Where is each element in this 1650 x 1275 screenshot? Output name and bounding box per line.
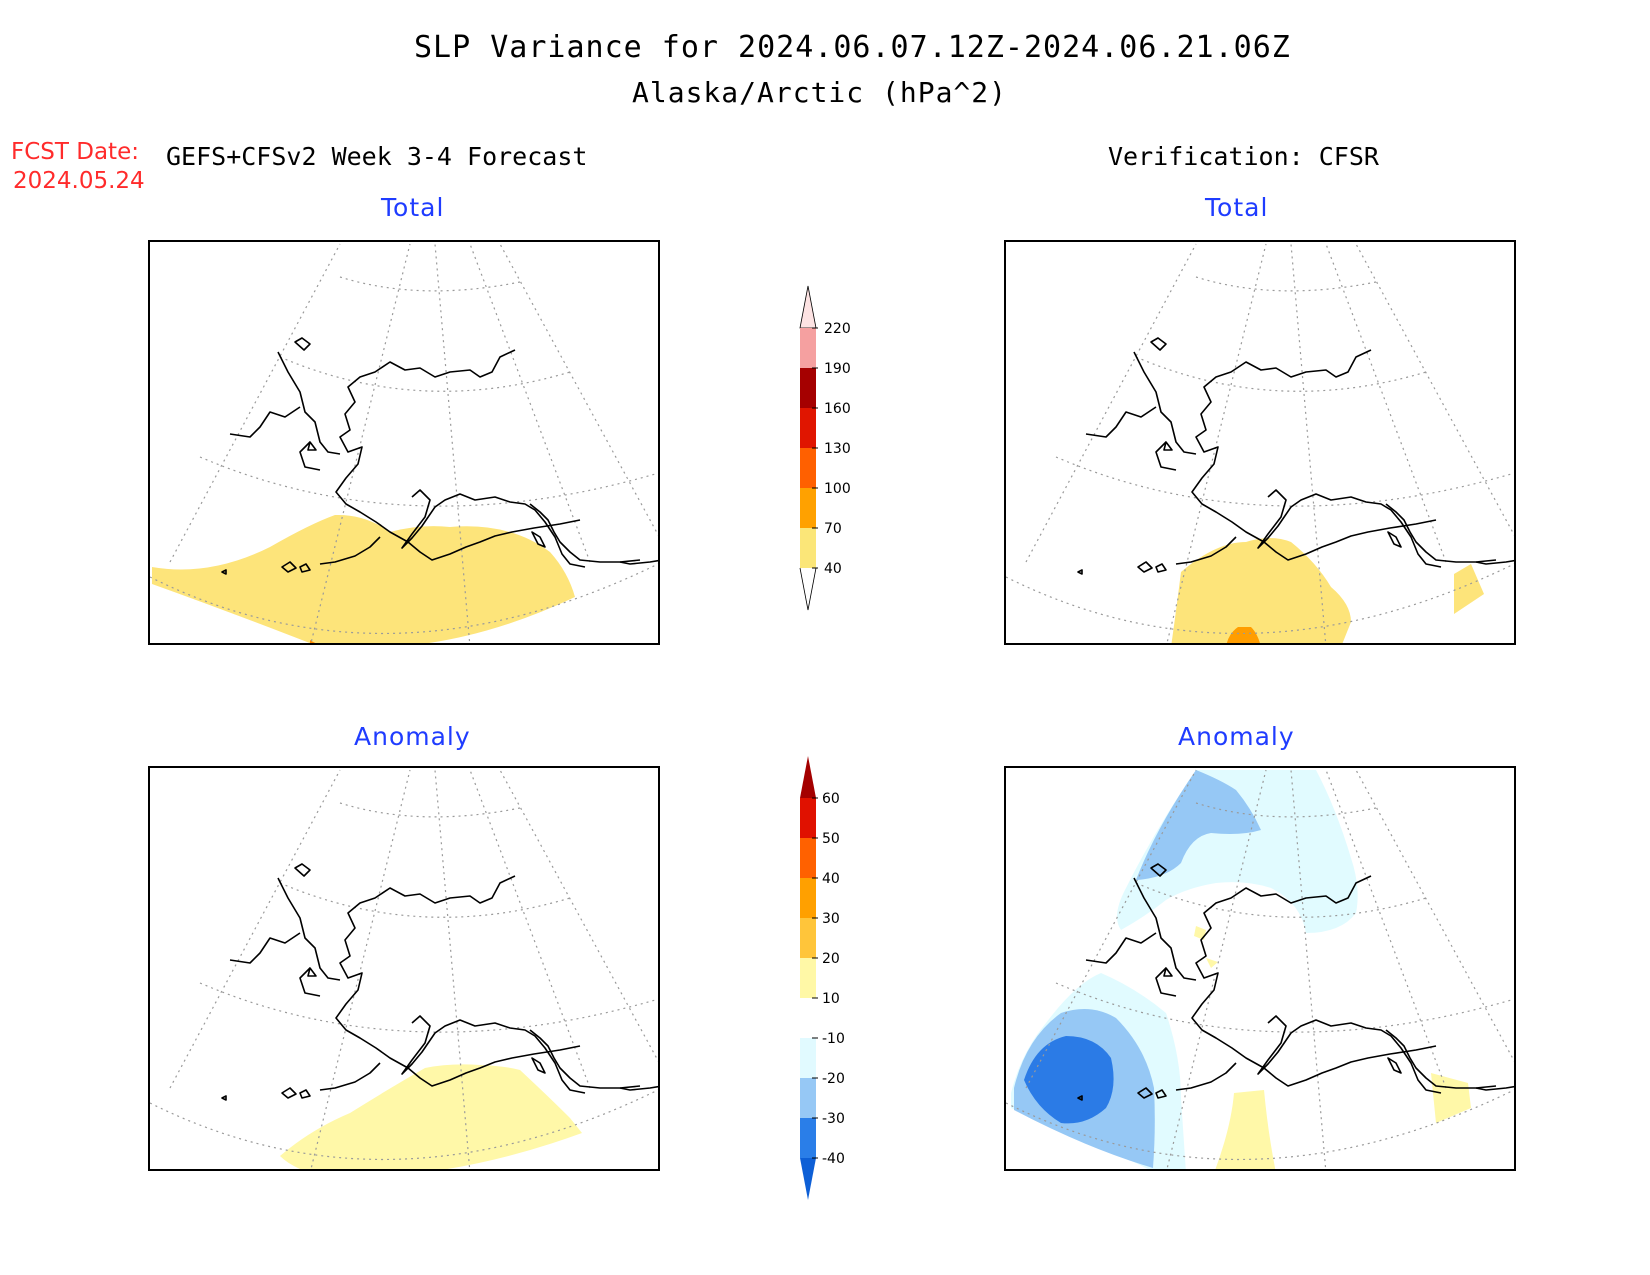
total-colorbar-box-4: [800, 368, 816, 408]
total-colorbar-label: 130: [824, 441, 851, 457]
total-colorbar-cap-top: [799, 285, 817, 329]
total-colorbar-box-0: [800, 528, 816, 568]
verif-total-map: [1004, 240, 1516, 645]
verif-total-shade-40: [1171, 538, 1351, 643]
fcst-total-title: Total: [381, 193, 445, 222]
anomaly-colorbar-box-9: [800, 798, 816, 838]
total-colorbar-cap-bottom: [799, 567, 817, 611]
forecast-column-heading: GEFS+CFSv2 Week 3-4 Forecast: [166, 142, 588, 171]
anomaly-colorbar-box-4: [800, 998, 816, 1038]
total-colorbar-label: 70: [824, 521, 842, 537]
anomaly-colorbar-box-2: [800, 1078, 816, 1118]
anomaly-colorbar-box-3: [800, 1038, 816, 1078]
total-colorbar-label: 160: [824, 401, 851, 417]
verif-anomaly-shade-10-south: [1215, 1090, 1276, 1169]
total-colorbar-box-2: [800, 448, 816, 488]
anomaly-colorbar-box-8: [800, 838, 816, 878]
anomaly-colorbar-label: 30: [822, 911, 840, 927]
anomaly-colorbar-box-7: [800, 878, 816, 918]
verif-total-title: Total: [1205, 193, 1269, 222]
anomaly-colorbar-label: -40: [822, 1151, 845, 1167]
anomaly-colorbar-label: -30: [822, 1111, 845, 1127]
fcst-total-map: [148, 240, 660, 645]
total-colorbar-label: 220: [824, 321, 851, 337]
map-title: SLP Variance for 2024.06.07.12Z-2024.06.…: [414, 30, 1291, 65]
total-colorbar-label: 190: [824, 361, 851, 377]
anomaly-colorbar-label: -20: [822, 1071, 845, 1087]
verif-anomaly-map: [1004, 766, 1516, 1171]
verif-anomaly-title: Anomaly: [1178, 722, 1295, 751]
verif-anomaly-shade-10-east: [1431, 1073, 1471, 1123]
total-colorbar-label: 40: [824, 561, 842, 577]
total-colorbar-box-5: [800, 328, 816, 368]
total-colorbar-box-3: [800, 408, 816, 448]
map-subtitle: Alaska/Arctic (hPa^2): [632, 76, 1008, 109]
fcst-date-label: FCST Date:: [11, 139, 139, 165]
total-colorbar-box-1: [800, 488, 816, 528]
fcst-anomaly-title: Anomaly: [354, 722, 471, 751]
anomaly-colorbar-box-1: [800, 1118, 816, 1158]
fcst-anomaly-map: [148, 766, 660, 1171]
anomaly-colorbar-box-6: [800, 918, 816, 958]
anomaly-colorbar: -40 -30 -20 -10 10 20 30 40 50 60: [798, 752, 858, 1206]
verif-total-shade-70: [1226, 627, 1260, 643]
anomaly-colorbar-label: -10: [822, 1031, 845, 1047]
anomaly-colorbar-cap-top: [800, 756, 816, 798]
total-colorbar: 40 70 100 130 160 190 220: [798, 282, 858, 616]
anomaly-colorbar-label: 20: [822, 951, 840, 967]
fcst-date-value: 2024.05.24: [13, 168, 145, 194]
anomaly-colorbar-label: 60: [822, 791, 840, 807]
anomaly-colorbar-label: 40: [822, 871, 840, 887]
anomaly-colorbar-label: 50: [822, 831, 840, 847]
fcst-total-shade-40: [152, 514, 575, 643]
fcst-anomaly-shade-10: [280, 1064, 582, 1169]
total-colorbar-label: 100: [824, 481, 851, 497]
verification-column-heading: Verification: CFSR: [1108, 142, 1379, 171]
verif-anomaly-shade-minus30: [1024, 1036, 1114, 1124]
verif-anomaly-shade-minus20-north: [1136, 770, 1261, 880]
anomaly-colorbar-cap-bottom: [800, 1158, 816, 1200]
anomaly-colorbar-label: 10: [822, 991, 840, 1007]
anomaly-colorbar-box-5: [800, 958, 816, 998]
